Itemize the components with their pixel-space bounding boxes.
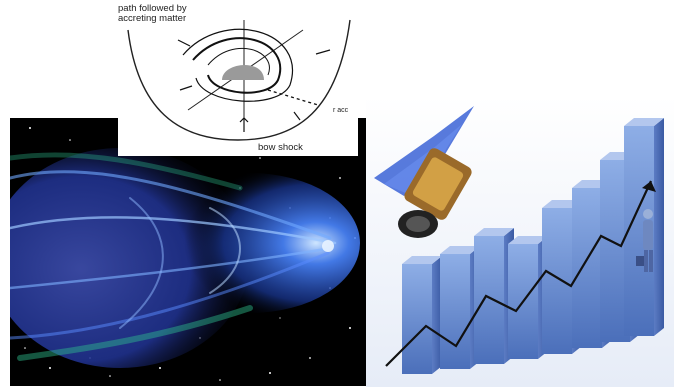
bow-shock-diagram: path followed by accreting matter r acc … bbox=[118, 0, 358, 156]
trend-arrowhead bbox=[642, 181, 656, 192]
nebula-svg bbox=[10, 118, 366, 386]
trend-line bbox=[385, 180, 652, 367]
nebula-image bbox=[10, 118, 366, 386]
filaments bbox=[10, 152, 337, 361]
path-label-line2: accreting matter bbox=[118, 13, 187, 24]
bow-shock-label: bow shock bbox=[258, 142, 303, 153]
growth-chart-illustration bbox=[366, 96, 674, 387]
growth-chart-svg bbox=[366, 96, 674, 387]
path-label-line1: path followed by bbox=[118, 3, 187, 14]
diagram-svg bbox=[127, 19, 351, 141]
r-acc-label: r acc bbox=[333, 107, 349, 114]
bright-core bbox=[322, 240, 334, 252]
person-icon bbox=[636, 209, 653, 272]
satellite-icon bbox=[374, 106, 474, 238]
